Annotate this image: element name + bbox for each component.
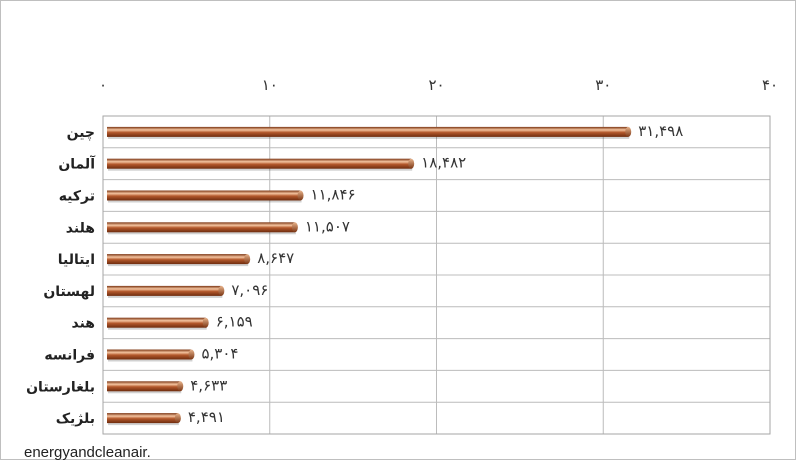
x-tick-label: ۴۰ [762,76,778,94]
category-label: هلند [66,220,95,236]
category-label: بلغارستان [26,379,95,395]
category-label: فرانسه [44,348,95,364]
bar-end-cap [218,285,225,296]
category-label: چین [67,125,95,141]
category-label: لهستان [43,284,95,300]
data-label: ۷,۰۹۶ [231,281,268,299]
bar [107,158,412,169]
plot-frame [102,115,771,435]
data-label: ۱۱,۸۴۶ [311,186,356,204]
x-tick-label: ۳۰ [595,76,611,94]
x-tick-label: ۲۰ [428,76,444,94]
category-label: ایتالیا [58,252,95,268]
category-label: بلژیک [56,411,95,427]
bar-end-cap [202,317,209,328]
data-label: ۳۱,۴۹۸ [638,122,683,140]
data-label: ۸,۶۴۷ [257,249,294,267]
bar-end-cap [408,158,415,169]
bar [107,222,295,233]
data-label: ۱۸,۴۸۲ [421,154,466,172]
data-label: ۴,۶۳۳ [190,376,227,394]
bar-end-cap [188,349,195,360]
bar-end-cap [625,126,632,137]
bar-end-cap [291,222,298,233]
bar [107,285,222,296]
data-label: ۴,۴۹۱ [188,408,225,426]
bar-end-cap [297,190,304,201]
bar [107,317,206,328]
bar [107,190,301,201]
category-label: هند [71,316,95,332]
bar [107,349,192,360]
x-tick-label: ۱۰ [262,76,278,94]
source-note: energyandcleanair. [24,444,151,461]
data-label: ۶,۱۵۹ [216,313,253,331]
x-tick-label: ۰ [99,76,107,94]
bar [107,126,629,137]
bar-end-cap [244,254,251,265]
category-label: ترکیه [59,189,95,205]
bar-end-cap [177,381,184,392]
bar [107,254,248,265]
bar [107,413,178,424]
data-label: ۵,۳۰۴ [201,345,238,363]
category-label: آلمان [58,155,96,173]
data-label: ۱۱,۵۰۷ [305,217,350,235]
bar-end-cap [174,413,181,424]
bar [107,381,181,392]
